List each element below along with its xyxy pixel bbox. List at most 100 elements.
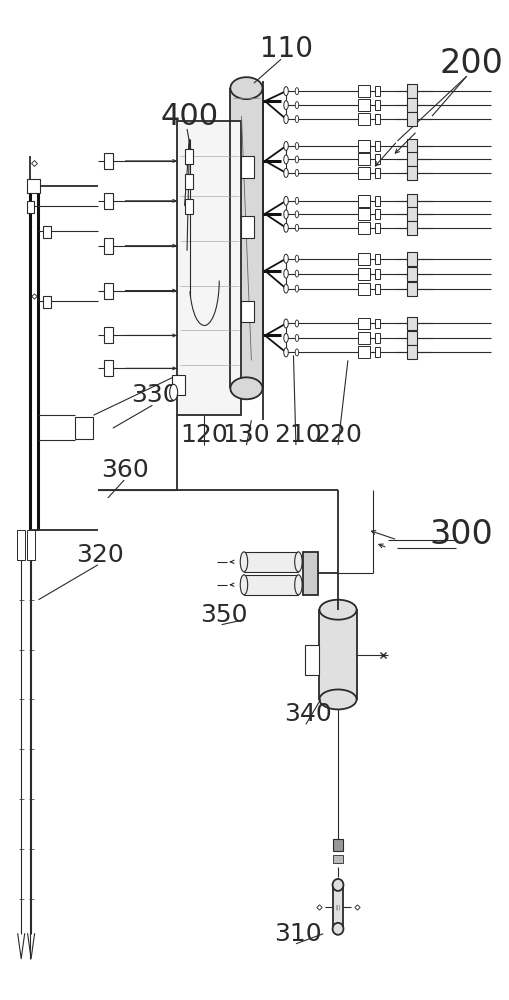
Bar <box>357 346 370 358</box>
Ellipse shape <box>294 552 301 572</box>
Bar <box>172 375 184 395</box>
Bar <box>357 153 370 165</box>
Circle shape <box>295 270 298 277</box>
Bar <box>104 153 113 169</box>
Bar <box>375 86 379 96</box>
Circle shape <box>283 348 288 357</box>
Circle shape <box>283 210 288 219</box>
Text: 200: 200 <box>439 47 502 80</box>
Bar <box>357 268 370 280</box>
Circle shape <box>295 211 298 218</box>
Bar <box>104 360 113 376</box>
Text: 350: 350 <box>200 603 247 627</box>
Bar <box>104 238 113 254</box>
Circle shape <box>283 196 288 205</box>
Bar <box>184 199 193 214</box>
Text: 330: 330 <box>131 383 178 407</box>
Text: 110: 110 <box>259 35 312 63</box>
Ellipse shape <box>230 77 262 99</box>
Circle shape <box>283 254 288 263</box>
Circle shape <box>283 269 288 278</box>
Bar <box>241 156 253 178</box>
Bar <box>375 269 379 279</box>
Bar <box>184 149 193 164</box>
Circle shape <box>283 115 288 124</box>
Bar <box>375 333 379 343</box>
Bar <box>407 331 416 345</box>
Circle shape <box>295 102 298 109</box>
Circle shape <box>295 334 298 341</box>
Bar <box>104 327 113 343</box>
Bar <box>357 332 370 344</box>
Bar <box>43 296 51 308</box>
Bar <box>241 216 253 238</box>
Bar <box>375 141 379 151</box>
Bar <box>184 174 193 189</box>
Ellipse shape <box>230 377 262 399</box>
Text: |||: ||| <box>335 904 340 910</box>
Bar <box>375 254 379 264</box>
Text: 130: 130 <box>222 423 270 447</box>
Bar <box>104 283 113 299</box>
Bar <box>407 207 416 221</box>
Ellipse shape <box>240 552 247 572</box>
Circle shape <box>283 284 288 293</box>
Circle shape <box>283 333 288 342</box>
Circle shape <box>295 142 298 149</box>
Bar <box>230 88 262 388</box>
Bar <box>357 195 370 207</box>
Bar <box>407 345 416 359</box>
Bar <box>375 223 379 233</box>
Circle shape <box>295 285 298 292</box>
Bar <box>407 267 416 281</box>
Bar <box>332 839 342 851</box>
Text: 360: 360 <box>101 458 149 482</box>
Circle shape <box>169 384 177 400</box>
Bar <box>375 154 379 164</box>
Bar <box>357 85 370 97</box>
Bar <box>357 253 370 265</box>
Bar <box>27 179 40 193</box>
Bar <box>332 855 342 863</box>
Bar <box>407 252 416 266</box>
Ellipse shape <box>332 923 343 935</box>
Bar <box>407 84 416 98</box>
Circle shape <box>295 224 298 231</box>
Circle shape <box>283 168 288 177</box>
Circle shape <box>283 87 288 96</box>
Bar <box>375 196 379 206</box>
Circle shape <box>295 255 298 262</box>
Bar <box>357 318 370 329</box>
Bar <box>357 113 370 125</box>
Text: 120: 120 <box>180 423 228 447</box>
Ellipse shape <box>332 879 343 891</box>
Bar <box>27 530 35 560</box>
Bar <box>357 167 370 179</box>
Bar <box>243 552 298 572</box>
Circle shape <box>283 141 288 150</box>
Bar <box>375 168 379 178</box>
Circle shape <box>295 88 298 95</box>
Circle shape <box>295 169 298 176</box>
Bar <box>375 114 379 124</box>
Bar <box>357 208 370 220</box>
Circle shape <box>295 320 298 327</box>
Circle shape <box>295 116 298 123</box>
Text: 210: 210 <box>274 423 322 447</box>
Bar <box>375 284 379 294</box>
Bar <box>407 112 416 126</box>
Circle shape <box>283 155 288 164</box>
Bar <box>357 283 370 295</box>
Circle shape <box>283 223 288 232</box>
Circle shape <box>283 101 288 110</box>
Text: 220: 220 <box>314 423 361 447</box>
Bar <box>177 121 241 415</box>
Bar <box>407 282 416 296</box>
Text: 320: 320 <box>76 543 124 567</box>
Bar <box>407 221 416 235</box>
Bar <box>357 99 370 111</box>
Circle shape <box>295 197 298 204</box>
Ellipse shape <box>294 575 301 595</box>
Bar <box>27 201 34 213</box>
Ellipse shape <box>319 689 356 709</box>
